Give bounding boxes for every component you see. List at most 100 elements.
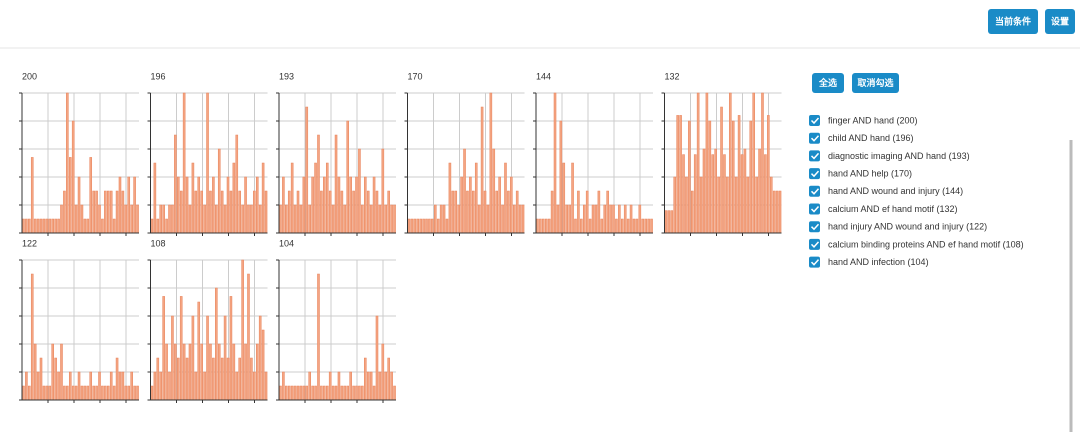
bar xyxy=(48,385,52,401)
bar xyxy=(293,204,297,234)
bar xyxy=(71,120,75,234)
bar xyxy=(314,162,317,234)
bar xyxy=(290,385,294,401)
bar xyxy=(121,190,125,234)
bar xyxy=(337,176,341,234)
bar xyxy=(133,385,136,401)
bar xyxy=(612,204,615,234)
bar xyxy=(89,371,93,401)
bar xyxy=(422,218,425,234)
bar xyxy=(264,371,268,401)
bar xyxy=(92,385,95,401)
bar xyxy=(670,210,674,234)
bar xyxy=(352,385,355,401)
bar xyxy=(682,154,685,234)
bar xyxy=(109,371,113,401)
bar xyxy=(258,204,262,234)
checkbox[interactable] xyxy=(809,203,820,215)
bar xyxy=(746,176,750,234)
item-label: hand AND wound and injury (144) xyxy=(828,186,963,196)
header-button-label[interactable]: 设置 xyxy=(1051,15,1069,26)
bar xyxy=(328,190,332,234)
checkbox[interactable] xyxy=(809,185,820,197)
item-label: child AND hand (196) xyxy=(828,133,914,143)
bar xyxy=(372,385,376,401)
bar xyxy=(191,315,195,401)
bar xyxy=(223,204,227,234)
bar xyxy=(323,176,326,234)
bar xyxy=(539,218,542,234)
bar xyxy=(328,371,332,401)
bar xyxy=(641,218,645,234)
header-button[interactable] xyxy=(1045,9,1075,34)
bar xyxy=(215,204,218,234)
bar xyxy=(244,176,247,234)
bar xyxy=(86,218,90,234)
bar xyxy=(98,371,101,401)
bar xyxy=(515,190,519,234)
bar xyxy=(200,343,203,401)
checkbox[interactable] xyxy=(809,238,820,250)
bar xyxy=(194,190,198,234)
bar xyxy=(33,343,37,401)
bar xyxy=(340,385,344,401)
bar xyxy=(565,204,568,234)
bar xyxy=(74,385,78,401)
bar xyxy=(220,357,224,401)
bar xyxy=(127,385,131,401)
bar xyxy=(68,157,72,234)
bar xyxy=(71,385,75,401)
bar xyxy=(241,259,244,401)
bar xyxy=(778,190,782,234)
checkbox[interactable] xyxy=(809,256,820,268)
panel-button[interactable] xyxy=(852,73,899,93)
checkbox[interactable] xyxy=(809,168,820,180)
header-button[interactable] xyxy=(988,9,1038,34)
bar xyxy=(705,92,709,234)
bar xyxy=(83,218,87,234)
bar xyxy=(390,204,393,234)
bar xyxy=(685,176,688,234)
panel-button-label[interactable]: 全选 xyxy=(818,77,837,88)
bar xyxy=(679,115,682,234)
bar xyxy=(101,218,104,234)
header-button-label[interactable]: 当前条件 xyxy=(995,15,1031,26)
bar xyxy=(261,162,265,234)
checkmark xyxy=(810,135,820,142)
bar xyxy=(241,204,244,234)
bar xyxy=(258,315,262,401)
bar xyxy=(358,148,361,234)
checkbox[interactable] xyxy=(809,132,820,144)
bar xyxy=(153,371,157,401)
bar xyxy=(168,371,171,401)
bar xyxy=(188,204,192,234)
item-label: hand AND help (170) xyxy=(828,168,912,178)
item-label: diagnostic imaging AND hand (193) xyxy=(828,151,970,161)
bar xyxy=(369,204,373,234)
bar xyxy=(393,385,396,401)
panel-button[interactable] xyxy=(812,73,844,93)
bar xyxy=(495,190,498,234)
bar xyxy=(349,371,352,401)
bar xyxy=(626,218,630,234)
item-label: calcium binding proteins AND ef hand mot… xyxy=(828,239,1024,249)
bar xyxy=(775,190,779,234)
bar xyxy=(156,357,160,401)
checkbox[interactable] xyxy=(809,115,820,126)
bar xyxy=(498,176,501,234)
bar xyxy=(504,162,507,234)
bar xyxy=(387,357,390,401)
checkbox[interactable] xyxy=(809,221,820,233)
bar xyxy=(244,343,247,401)
bar xyxy=(314,385,317,401)
bar xyxy=(375,190,379,234)
bar xyxy=(226,176,230,234)
bar xyxy=(165,343,168,401)
checkbox[interactable] xyxy=(809,150,820,162)
bar xyxy=(416,218,420,234)
bar xyxy=(57,371,60,401)
panel-button-label[interactable]: 取消勾选 xyxy=(857,77,893,88)
bar xyxy=(42,218,46,234)
bar xyxy=(77,371,81,401)
bar xyxy=(544,218,548,234)
